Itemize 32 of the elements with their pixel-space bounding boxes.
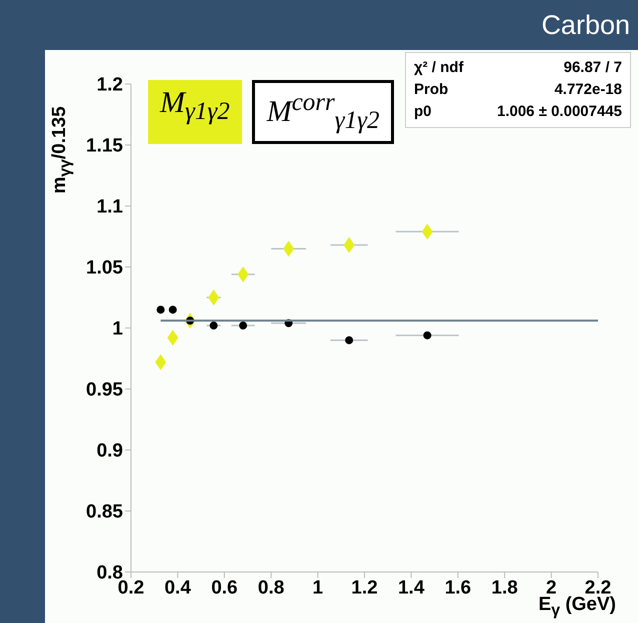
x-axis-title: E$_{γ}$ (GeV) [538,594,616,619]
y-tick-label: 0.95 [86,380,124,401]
x-tick-label: 0.8 [258,577,284,598]
x-tick-label: 0.6 [211,577,238,598]
y-tick-label: 1.05 [86,258,124,279]
annotation: Prob [414,80,448,100]
text: χ² / ndf [414,58,464,78]
annotation: 4.772e-18 [554,80,622,100]
chart-title: Carbon [541,10,630,41]
y-tick-label: 0.85 [86,502,124,523]
point [345,336,354,344]
y-tick-label: 1.1 [96,196,124,218]
y-tick-label: 1.15 [86,136,124,157]
point [208,290,220,306]
point [239,322,248,330]
x-tick-label: 1.4 [398,577,425,598]
point [423,331,432,340]
x-tick-label: 1.6 [444,577,472,598]
y-tick-label: 1.2 [96,74,123,96]
x-tick-label: 0.4 [164,577,192,598]
point [168,306,177,314]
x-tick-label: 1.2 [351,577,378,598]
y-tick-label: 0.9 [96,440,123,462]
point [156,306,165,314]
y-tick-label: 1 [112,318,124,340]
text: 96.87 / 7 [564,58,622,78]
annotation: 1.006 ± 0.0007445 [496,102,622,122]
annotation: p0 [414,102,432,122]
x-tick-label: 1 [312,577,324,598]
point [210,322,218,330]
text: M$_{γ1γ2}$ [160,86,230,125]
x-tick-label: 1.8 [491,577,518,598]
